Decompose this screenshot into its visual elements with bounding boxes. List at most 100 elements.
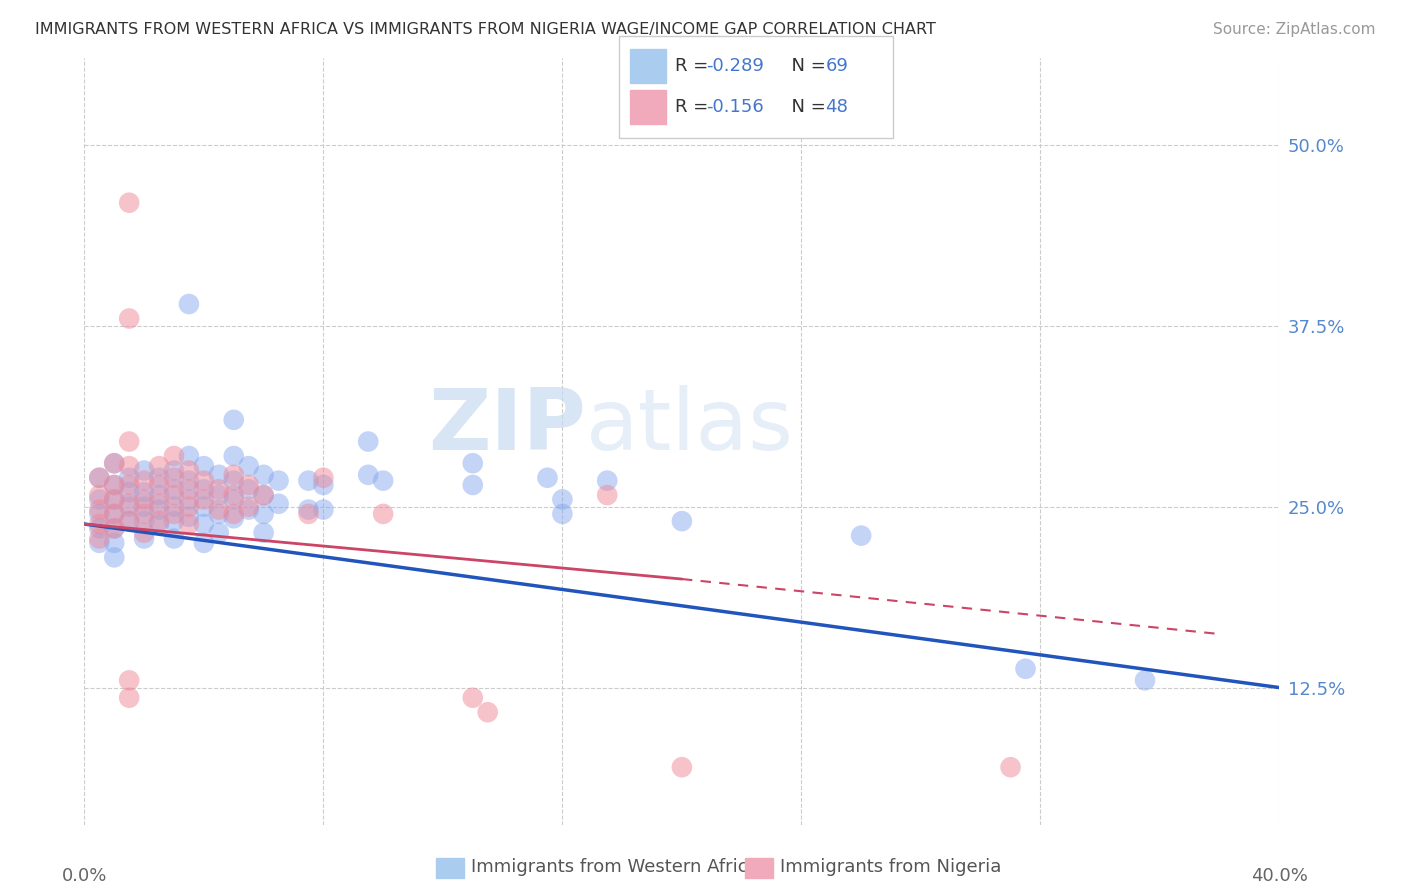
Text: 40.0%: 40.0%: [1251, 867, 1308, 885]
Point: [163, 463, 186, 477]
Point: [208, 467, 231, 482]
Text: Source: ZipAtlas.com: Source: ZipAtlas.com: [1212, 22, 1375, 37]
Point: [89, 471, 111, 485]
Text: 69: 69: [825, 57, 848, 75]
Point: [461, 456, 484, 470]
Point: [193, 483, 215, 497]
Point: [238, 459, 260, 474]
Point: [671, 760, 693, 774]
Point: [148, 488, 170, 502]
Point: [103, 536, 125, 550]
Point: [163, 500, 186, 514]
Point: [177, 449, 200, 463]
Point: [118, 478, 141, 492]
Point: [208, 507, 231, 521]
Point: [357, 467, 380, 482]
Point: [118, 673, 141, 688]
Point: [132, 514, 156, 528]
Point: [477, 705, 499, 719]
Point: [163, 483, 186, 497]
Point: [851, 528, 873, 542]
Text: N =: N =: [780, 98, 832, 116]
Point: [596, 488, 619, 502]
Point: [163, 488, 186, 502]
Point: [177, 500, 200, 514]
Point: [208, 488, 231, 502]
Point: [89, 521, 111, 535]
Point: [193, 492, 215, 507]
Point: [222, 488, 245, 502]
Point: [163, 514, 186, 528]
Point: [253, 507, 276, 521]
Point: [222, 449, 245, 463]
Text: atlas: atlas: [586, 384, 794, 467]
Point: [238, 500, 260, 514]
Point: [118, 500, 141, 514]
Point: [163, 449, 186, 463]
Point: [89, 532, 111, 546]
Point: [238, 478, 260, 492]
Point: [208, 502, 231, 516]
Text: -0.289: -0.289: [706, 57, 763, 75]
Point: [132, 507, 156, 521]
Point: [177, 297, 200, 311]
Point: [267, 497, 290, 511]
Point: [1000, 760, 1022, 774]
Point: [297, 474, 319, 488]
Point: [103, 521, 125, 535]
Point: [222, 467, 245, 482]
Point: [103, 492, 125, 507]
Point: [312, 502, 335, 516]
Point: [208, 483, 231, 497]
Point: [253, 488, 276, 502]
Text: Immigrants from Western Africa: Immigrants from Western Africa: [471, 858, 759, 876]
Point: [596, 474, 619, 488]
Point: [118, 311, 141, 326]
Point: [132, 500, 156, 514]
Point: [89, 502, 111, 516]
Point: [177, 483, 200, 497]
Point: [177, 474, 200, 488]
Point: [177, 509, 200, 524]
Point: [297, 502, 319, 516]
Point: [163, 507, 186, 521]
Point: [89, 516, 111, 531]
Point: [103, 507, 125, 521]
Point: [177, 516, 200, 531]
Point: [118, 485, 141, 500]
Point: [253, 525, 276, 540]
Point: [118, 690, 141, 705]
Point: [89, 488, 111, 502]
Point: [118, 471, 141, 485]
Point: [193, 516, 215, 531]
Point: [267, 474, 290, 488]
Point: [373, 507, 395, 521]
Text: 48: 48: [825, 98, 848, 116]
Point: [536, 471, 558, 485]
Point: [118, 195, 141, 210]
Point: [103, 492, 125, 507]
Text: R =: R =: [675, 98, 714, 116]
Point: [671, 514, 693, 528]
Point: [193, 474, 215, 488]
Point: [1014, 662, 1036, 676]
Point: [222, 511, 245, 525]
Point: [373, 474, 395, 488]
Point: [132, 485, 156, 500]
Point: [118, 459, 141, 474]
Point: [312, 478, 335, 492]
Point: [148, 516, 170, 531]
Point: [103, 456, 125, 470]
Point: [551, 507, 574, 521]
Point: [132, 463, 156, 477]
Point: [238, 483, 260, 497]
Point: [118, 514, 141, 528]
Point: [132, 532, 156, 546]
Point: [148, 502, 170, 516]
Point: [163, 532, 186, 546]
Point: [193, 459, 215, 474]
Point: [148, 459, 170, 474]
Point: [1133, 673, 1156, 688]
Point: [193, 536, 215, 550]
Point: [222, 492, 245, 507]
